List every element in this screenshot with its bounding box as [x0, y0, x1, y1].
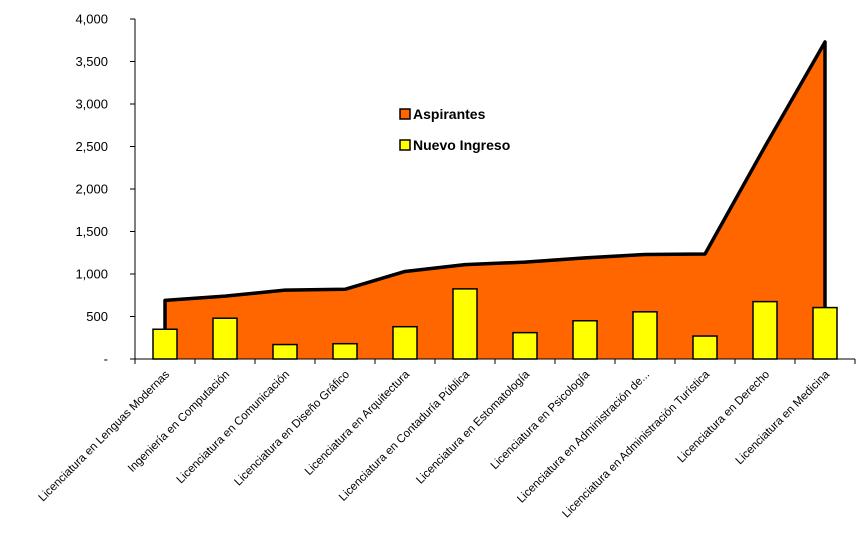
- y-tick-label: -: [104, 352, 108, 367]
- bar-nuevo-ingreso: [572, 320, 598, 360]
- y-tick-label: 3,500: [75, 54, 108, 69]
- x-tick-label: Licenciatura en Contaduría Pública: [337, 368, 472, 503]
- y-tick-label: 500: [86, 309, 108, 324]
- y-axis: - 500 1,000 1,500 2,000 2,500 3,000 3,500 4,000: [75, 12, 136, 367]
- legend-label-nuevo-ingreso: Nuevo Ingreso: [413, 137, 510, 153]
- legend-swatch-nuevo-ingreso: [399, 139, 411, 151]
- x-tick-label: Licenciatura en Lenguas Modernas: [37, 368, 173, 504]
- x-tick-label: Licenciatura en Comunicación: [175, 369, 292, 486]
- bar-nuevo-ingreso: [632, 311, 658, 360]
- x-axis: Licenciatura en Lenguas ModernasIngenier…: [37, 358, 856, 520]
- bar-nuevo-ingreso: [512, 331, 538, 360]
- bar-nuevo-ingreso: [212, 317, 238, 360]
- y-tick-label: 4,000: [75, 12, 108, 27]
- legend-label-aspirantes: Aspirantes: [413, 106, 486, 122]
- legend-swatch-aspirantes: [399, 108, 411, 120]
- y-tick-label: 1,500: [75, 224, 108, 239]
- x-tick-label: Ingeniería en Computación: [126, 369, 232, 475]
- x-tick-label: Licenciatura en Arquitectura: [303, 368, 413, 478]
- legend: Aspirantes Nuevo Ingreso: [399, 106, 510, 153]
- bar-nuevo-ingreso: [332, 342, 358, 360]
- plot-area: [152, 40, 838, 360]
- y-tick-label: 2,000: [75, 182, 108, 197]
- bar-nuevo-ingreso: [752, 300, 778, 360]
- y-tick-label: 1,000: [75, 267, 108, 282]
- x-tick-label: Licenciatura en Psicología: [489, 368, 593, 472]
- y-tick-label: 2,500: [75, 139, 108, 154]
- bar-nuevo-ingreso: [272, 343, 298, 360]
- x-tick-label: Licenciatura en Diseño Gráfico: [232, 369, 352, 489]
- y-tick-label: 3,000: [75, 97, 108, 112]
- bar-nuevo-ingreso: [812, 306, 838, 360]
- area-aspirantes: [165, 41, 825, 359]
- x-tick-label: Licenciatura en Estomatología: [414, 368, 532, 486]
- bar-nuevo-ingreso: [152, 328, 178, 360]
- x-tick-label: Licenciatura en Administración de...: [515, 369, 652, 506]
- bar-nuevo-ingreso: [392, 325, 418, 360]
- line-aspirantes: [163, 40, 827, 359]
- bar-nuevo-ingreso: [452, 288, 478, 360]
- bar-nuevo-ingreso: [692, 335, 718, 360]
